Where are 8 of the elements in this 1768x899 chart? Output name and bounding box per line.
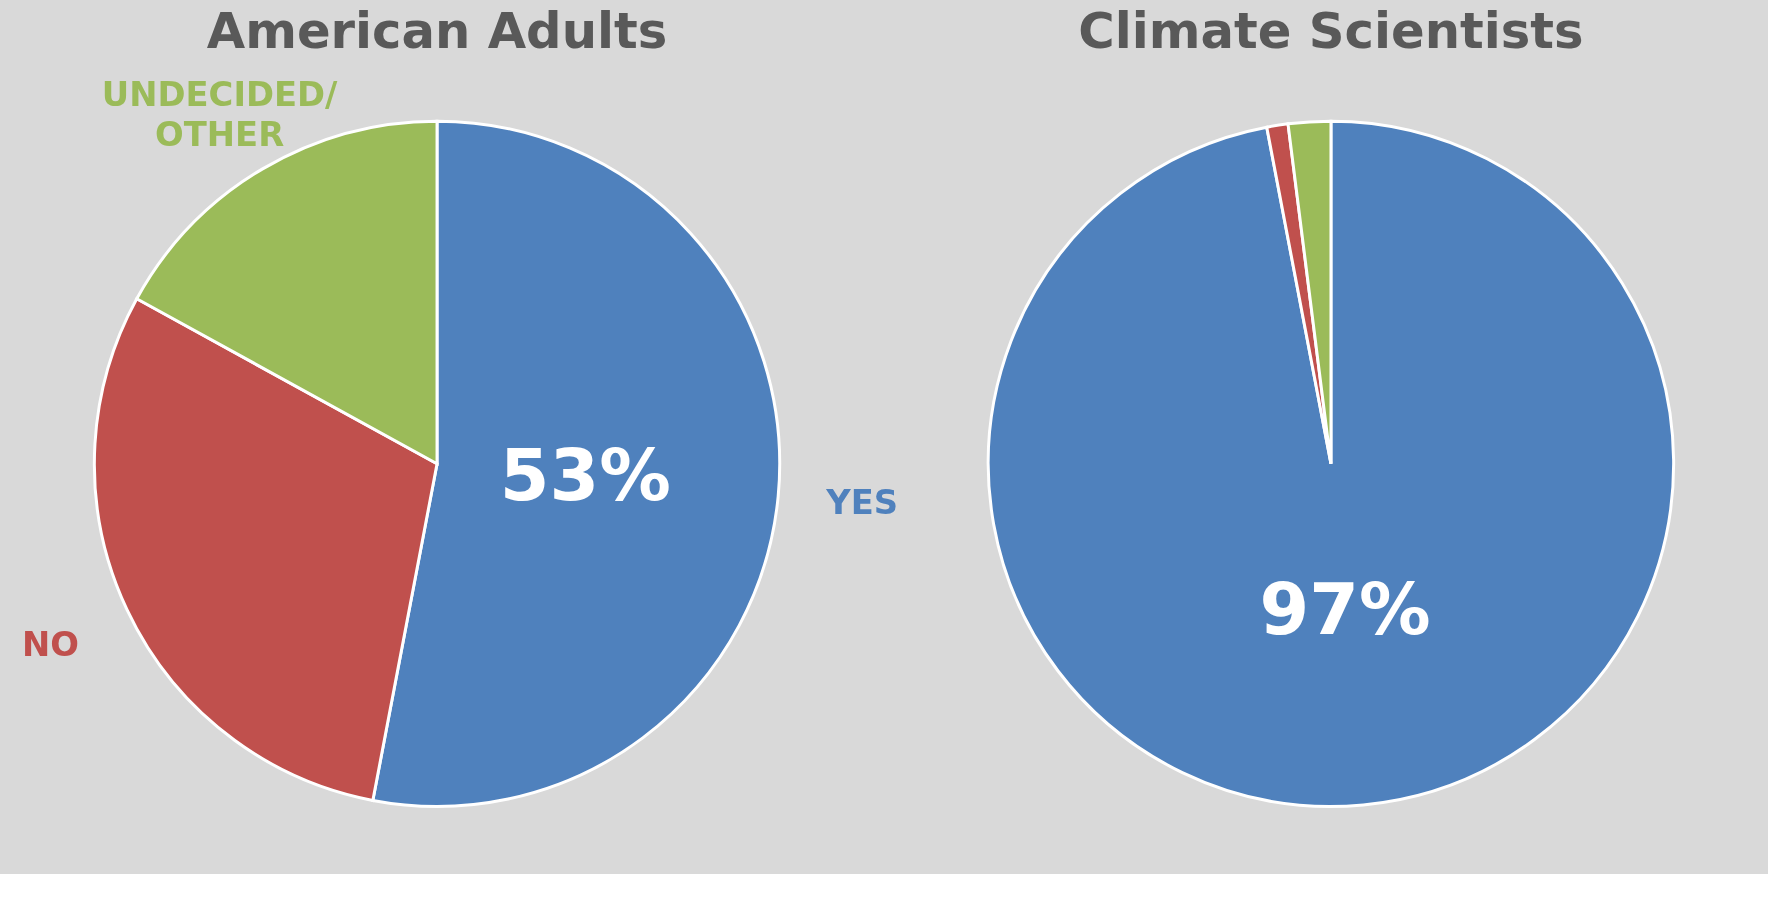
- slice-label: UNDECIDED/ OTHER: [101, 75, 339, 154]
- slice-label: NO: [22, 624, 80, 664]
- data-label: 53%: [499, 433, 671, 517]
- slice-label: YES: [825, 482, 899, 522]
- chart-title: American Adults: [206, 1, 668, 60]
- data-label: 97%: [1259, 568, 1431, 651]
- pie-slice: [987, 119, 1676, 808]
- chart-title: Climate Scientists: [1078, 1, 1584, 60]
